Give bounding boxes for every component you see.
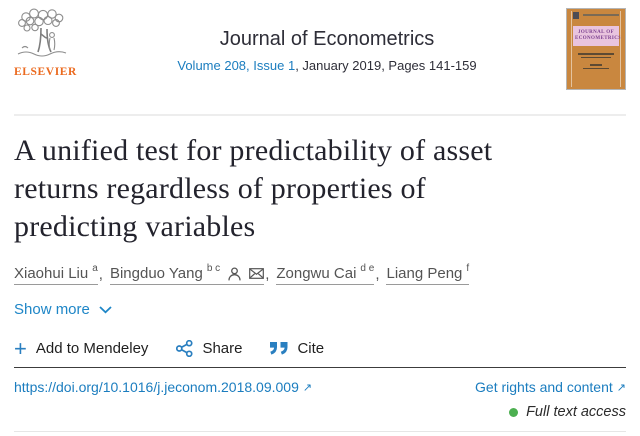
elsevier-wordmark: ELSEVIER [14,66,77,78]
doi-text: https://doi.org/10.1016/j.jeconom.2018.0… [14,379,299,395]
issue-date-text: , January 2019, Pages 141-159 [295,58,477,73]
cover-rule-left [571,11,572,87]
add-to-mendeley-label: Add to Mendeley [35,340,149,357]
article-title-line1: A unified test for predictability of ass… [14,134,493,167]
cover-rule-right [620,11,621,87]
cover-top-strip [567,9,625,19]
author-link-liang-peng[interactable]: Liang Peng f [386,263,470,285]
action-bar: + Add to Mendeley Share Cite [14,335,626,361]
cover-title-box: JOURNAL OF ECONOMETRICS [573,26,622,46]
journal-title-link[interactable]: Journal of Econometrics [219,28,435,50]
access-row: Full text access [14,404,626,420]
article-title-line3: predicting variables [14,210,256,243]
journal-banner: ELSEVIER Journal of Econometrics Volume … [14,0,626,102]
get-rights-link[interactable]: Get rights and content ↗ [475,379,626,395]
author-profile-icon[interactable] [228,266,241,281]
show-more-button[interactable]: Show more [14,301,112,318]
share-icon [176,340,193,357]
envelope-icon[interactable] [249,268,265,279]
author-separator: , [265,266,270,283]
actions-divider [14,367,626,368]
doi-rights-row: https://doi.org/10.1016/j.jeconom.2018.0… [14,379,626,395]
author-link-zongwu-cai[interactable]: Zongwu Cai d e [276,263,375,285]
show-more-label: Show more [14,301,90,318]
article-title: A unified test for predictability of ass… [14,132,626,246]
volume-issue-link[interactable]: Volume 208, Issue 1 [177,58,296,73]
doi-link[interactable]: https://doi.org/10.1016/j.jeconom.2018.0… [14,379,312,395]
elsevier-tree-logo-icon [17,8,67,57]
cover-title-line1: JOURNAL OF [577,30,615,35]
author-separator: , [375,266,380,283]
get-rights-label: Get rights and content [475,379,613,395]
share-label: Share [202,340,243,357]
external-link-icon: ↗ [302,381,313,394]
cover-fine-print [567,53,625,69]
chevron-down-icon [99,305,112,314]
cite-quote-icon [270,342,288,355]
volume-issue-line: Volume 208, Issue 1, January 2019, Pages… [88,58,566,73]
article-title-line2: returns regardless of properties of [14,172,426,205]
author-name: Bingduo Yang [109,265,203,282]
cite-label: Cite [297,340,325,357]
cite-button[interactable]: Cite [270,340,324,357]
cover-emblem-icon [573,12,579,19]
full-text-access-label: Full text access [526,404,626,420]
header-divider [14,114,626,116]
external-link-icon: ↗ [616,381,626,394]
author-name: Zongwu Cai [276,265,357,282]
author-name: Xiaohui Liu [14,265,89,282]
share-button[interactable]: Share [176,340,242,357]
journal-info: Journal of Econometrics Volume 208, Issu… [88,8,566,73]
author-separator: , [98,266,103,283]
journal-cover-thumbnail[interactable]: JOURNAL OF ECONOMETRICS [566,8,626,90]
bottom-divider [14,431,626,432]
elsevier-logo[interactable]: ELSEVIER [14,8,88,78]
cover-title-line2: ECONOMETRICS [575,36,622,41]
cover-top-textbar [583,14,619,16]
author-list: Xiaohui Liu a , Bingduo Yang b c [14,263,626,285]
add-to-mendeley-button[interactable]: + Add to Mendeley [14,335,149,361]
author-link-bingduo-yang[interactable]: Bingduo Yang b c [109,263,265,285]
plus-icon: + [14,335,27,361]
author-link-xiaohui-liu[interactable]: Xiaohui Liu a [14,263,98,285]
full-text-access-dot [509,407,519,417]
author-name: Liang Peng [386,265,463,282]
